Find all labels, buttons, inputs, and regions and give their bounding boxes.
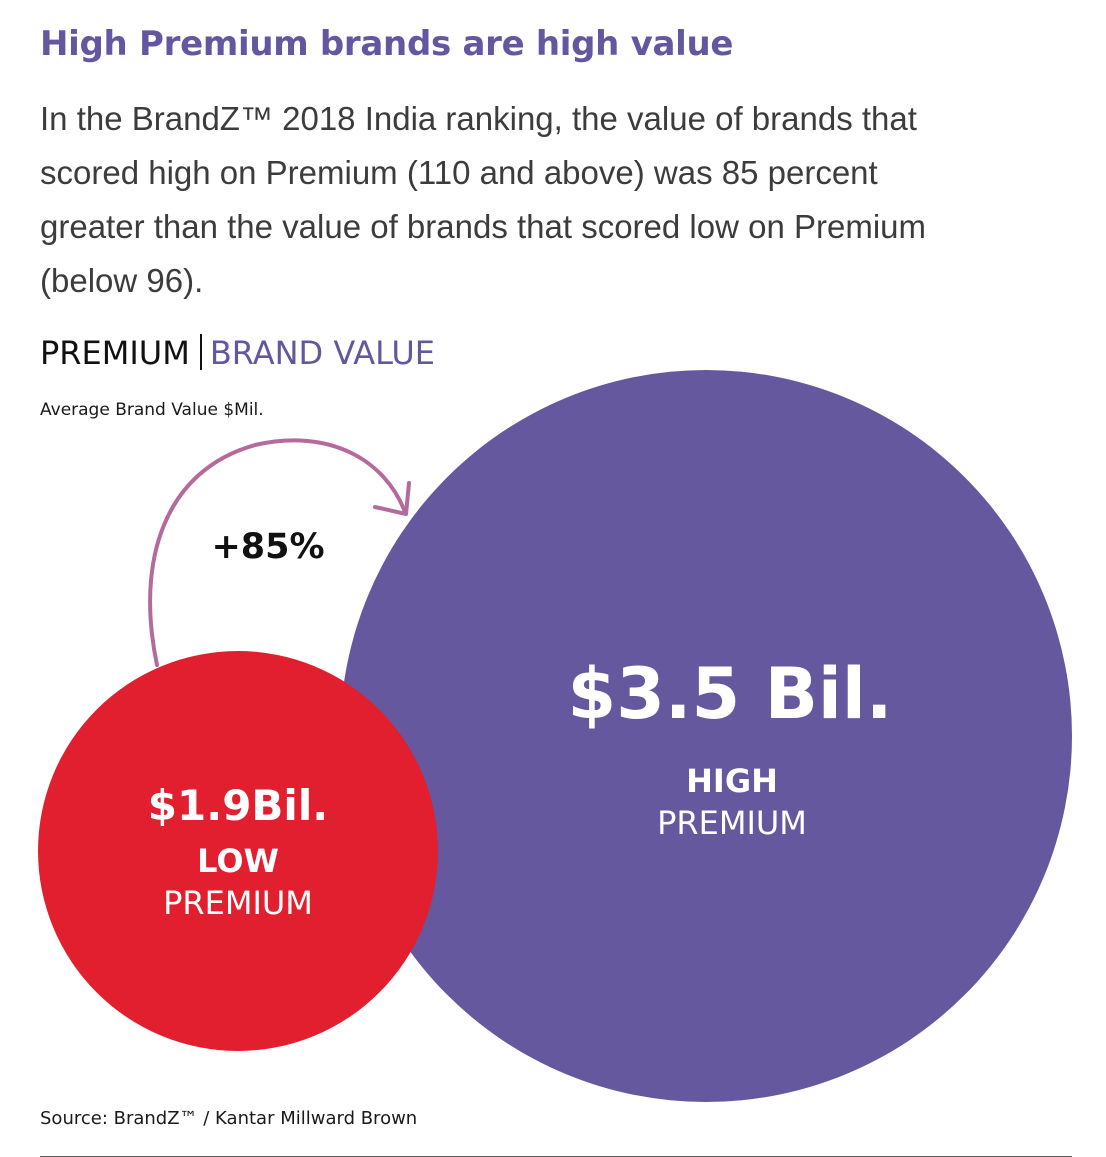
- low-category-label: LOW: [197, 842, 279, 880]
- arrow-head-icon: [373, 481, 411, 516]
- low-premium-bubble: [38, 651, 438, 1051]
- low-subcategory-label: PREMIUM: [163, 884, 313, 922]
- high-premium-bubble: [340, 370, 1072, 1102]
- chart-subtitle: Average Brand Value $Mil.: [40, 400, 264, 420]
- chart-title-divider: [199, 334, 202, 370]
- intro-line: scored high on Premium (110 and above) w…: [40, 154, 878, 191]
- high-category-label: HIGH: [686, 762, 778, 800]
- increase-arrow: [148, 438, 407, 667]
- chart-title: PREMIUM BRAND VALUE: [40, 334, 435, 372]
- source-note: Source: BrandZ™ / Kantar Millward Brown: [40, 1108, 418, 1129]
- low-value-label: $1.9Bil.: [148, 781, 328, 830]
- intro-line: (below 96).: [40, 262, 204, 299]
- high-subcategory-label: PREMIUM: [657, 804, 807, 842]
- intro-line: greater than the value of brands that sc…: [40, 208, 926, 245]
- high-value-label: $3.5 Bil.: [567, 653, 892, 735]
- chart-title-left: PREMIUM: [40, 334, 190, 372]
- chart-title-right: BRAND VALUE: [209, 334, 435, 372]
- increase-label: +85%: [211, 527, 324, 567]
- headline: High Premium brands are high value: [40, 24, 734, 64]
- intro-line: In the BrandZ™ 2018 India ranking, the v…: [40, 100, 917, 137]
- intro-paragraph: In the BrandZ™ 2018 India ranking, the v…: [40, 92, 1080, 308]
